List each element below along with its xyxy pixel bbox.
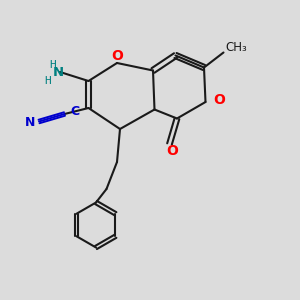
Text: C: C <box>70 105 79 118</box>
Text: O: O <box>112 50 124 63</box>
Text: H: H <box>49 59 56 70</box>
Text: O: O <box>213 94 225 107</box>
Text: O: O <box>167 144 178 158</box>
Text: N: N <box>53 65 64 79</box>
Text: H: H <box>45 76 51 86</box>
Text: N: N <box>25 116 35 130</box>
Text: CH₃: CH₃ <box>225 40 247 54</box>
